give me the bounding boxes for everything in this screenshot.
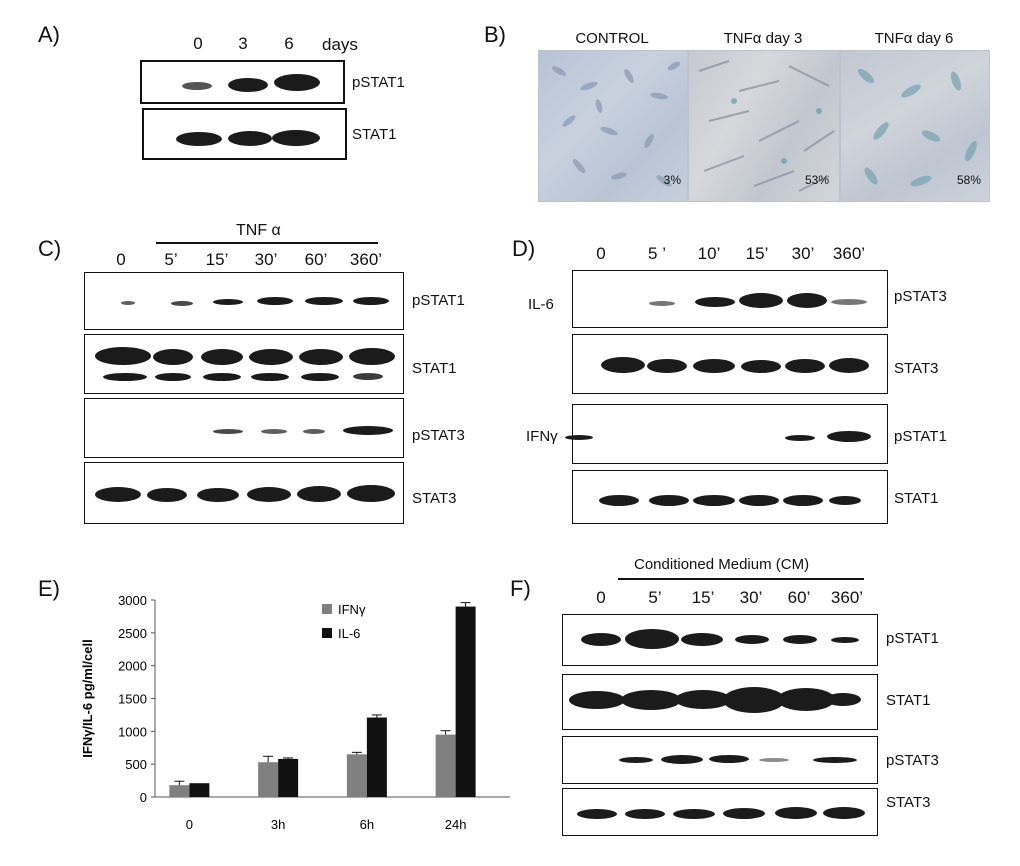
image-caption: TNFα day 3 bbox=[723, 30, 803, 47]
blot-pstat1 bbox=[565, 404, 888, 464]
lane-label: 0 bbox=[116, 250, 126, 269]
lane-label: 5’ bbox=[164, 250, 178, 269]
lane-label: 15’ bbox=[691, 588, 715, 607]
legend-entry: IL-6 bbox=[338, 626, 360, 641]
cell-photo-day3: 53% bbox=[688, 50, 840, 202]
blot-label: pSTAT3 bbox=[894, 288, 947, 305]
blot-label: pSTAT1 bbox=[894, 428, 947, 445]
lane-label: 30’ bbox=[791, 244, 815, 263]
y-tick-label: 500 bbox=[125, 757, 147, 772]
blot-label: STAT1 bbox=[886, 692, 931, 709]
lane-label: 0 bbox=[193, 34, 203, 53]
cell-photo-day6: 58% bbox=[840, 50, 990, 202]
blot-stat3 bbox=[84, 462, 404, 524]
legend-swatch bbox=[322, 604, 332, 614]
bar-chart: 0 500 1000 1500 2000 2500 3000 IFNγ/IL-6 pg/ml/… bbox=[80, 593, 510, 832]
x-tick-label: 3h bbox=[271, 817, 285, 832]
blot-pstat3 bbox=[572, 270, 888, 328]
blot-label: pSTAT1 bbox=[412, 292, 465, 309]
treatment-bar bbox=[156, 242, 378, 244]
lane-label: 60’ bbox=[787, 588, 811, 607]
blot-pstat1 bbox=[84, 272, 404, 330]
x-tick-label: 0 bbox=[186, 817, 193, 832]
y-tick-label: 2000 bbox=[118, 659, 147, 674]
y-tick-label: 2500 bbox=[118, 626, 147, 641]
bar bbox=[189, 783, 210, 797]
image-caption: CONTROL bbox=[575, 30, 649, 47]
lane-label: 0 bbox=[596, 588, 606, 607]
blot-pstat1 bbox=[562, 614, 878, 666]
group-label: IFNγ bbox=[526, 428, 558, 445]
blot-label: pSTAT1 bbox=[352, 74, 405, 91]
lane-label: 0 bbox=[596, 244, 606, 263]
panel-e-label: E) bbox=[38, 576, 60, 601]
blot-stat1 bbox=[562, 674, 878, 730]
blot-label: STAT3 bbox=[412, 490, 457, 507]
lane-label: 360’ bbox=[349, 250, 383, 269]
blot-label: STAT1 bbox=[352, 126, 397, 143]
bar bbox=[435, 734, 456, 797]
time-unit: days bbox=[322, 35, 358, 54]
x-tick-label: 6h bbox=[360, 817, 374, 832]
treatment-label: TNF α bbox=[236, 222, 281, 239]
cell-photo-control: 3% bbox=[538, 50, 688, 202]
lane-label: 30’ bbox=[254, 250, 278, 269]
panel-b-label: B) bbox=[484, 22, 506, 47]
bar bbox=[366, 717, 387, 797]
bar bbox=[455, 606, 476, 797]
bar bbox=[169, 785, 190, 797]
panel-a-label: A) bbox=[38, 22, 60, 47]
lane-label: 3 bbox=[238, 34, 248, 53]
panel-f-label: F) bbox=[510, 576, 531, 601]
senescence-percent: 58% bbox=[956, 173, 981, 187]
y-tick-label: 3000 bbox=[118, 593, 147, 608]
y-tick-label: 1500 bbox=[118, 692, 147, 707]
panel-d-label: D) bbox=[512, 236, 536, 261]
x-tick-label: 24h bbox=[445, 817, 467, 832]
bar bbox=[278, 758, 299, 797]
lane-label: 60’ bbox=[304, 250, 328, 269]
blot-stat3 bbox=[572, 334, 888, 394]
blot-label: STAT1 bbox=[412, 360, 457, 377]
legend-entry: IFNγ bbox=[338, 602, 366, 617]
blot-pstat3 bbox=[562, 736, 878, 784]
legend-swatch bbox=[322, 628, 332, 638]
senescence-percent: 53% bbox=[804, 173, 829, 187]
blot-stat1 bbox=[84, 334, 404, 394]
image-caption: TNFα day 6 bbox=[874, 30, 954, 47]
y-tick-label: 0 bbox=[140, 790, 147, 805]
lane-label: 15’ bbox=[745, 244, 769, 263]
blot-label: pSTAT3 bbox=[412, 427, 465, 444]
blot-pstat1 bbox=[140, 60, 345, 104]
blot-label: STAT3 bbox=[894, 360, 939, 377]
y-tick-label: 1000 bbox=[118, 724, 147, 739]
bar bbox=[346, 754, 367, 797]
lane-label: 6 bbox=[284, 34, 294, 53]
blot-stat1 bbox=[572, 470, 888, 524]
blot-label: STAT1 bbox=[894, 490, 939, 507]
lane-label: 360’ bbox=[830, 588, 864, 607]
lane-label: 360’ bbox=[832, 244, 866, 263]
bar bbox=[258, 762, 279, 797]
blot-stat3 bbox=[562, 788, 878, 836]
treatment-label: Conditioned Medium (CM) bbox=[634, 556, 810, 573]
y-axis-label: IFNγ/IL-6 pg/ml/cell bbox=[80, 639, 95, 757]
blot-pstat3 bbox=[84, 398, 404, 458]
lane-label: 15’ bbox=[205, 250, 229, 269]
blot-label: pSTAT3 bbox=[886, 752, 939, 769]
lane-label: 5’ bbox=[648, 588, 662, 607]
lane-label: 30’ bbox=[739, 588, 763, 607]
blot-stat1 bbox=[142, 108, 347, 160]
panel-c-label: C) bbox=[38, 236, 62, 261]
lane-label: 10’ bbox=[697, 244, 721, 263]
blot-label: pSTAT1 bbox=[886, 630, 939, 647]
treatment-bar bbox=[618, 578, 864, 580]
lane-label: 5 ’ bbox=[648, 244, 666, 263]
blot-label: STAT3 bbox=[886, 794, 931, 811]
group-label: IL-6 bbox=[528, 296, 554, 313]
senescence-percent: 3% bbox=[663, 173, 681, 187]
